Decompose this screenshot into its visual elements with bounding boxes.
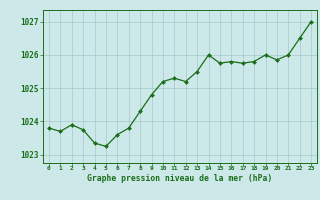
X-axis label: Graphe pression niveau de la mer (hPa): Graphe pression niveau de la mer (hPa) <box>87 174 273 183</box>
